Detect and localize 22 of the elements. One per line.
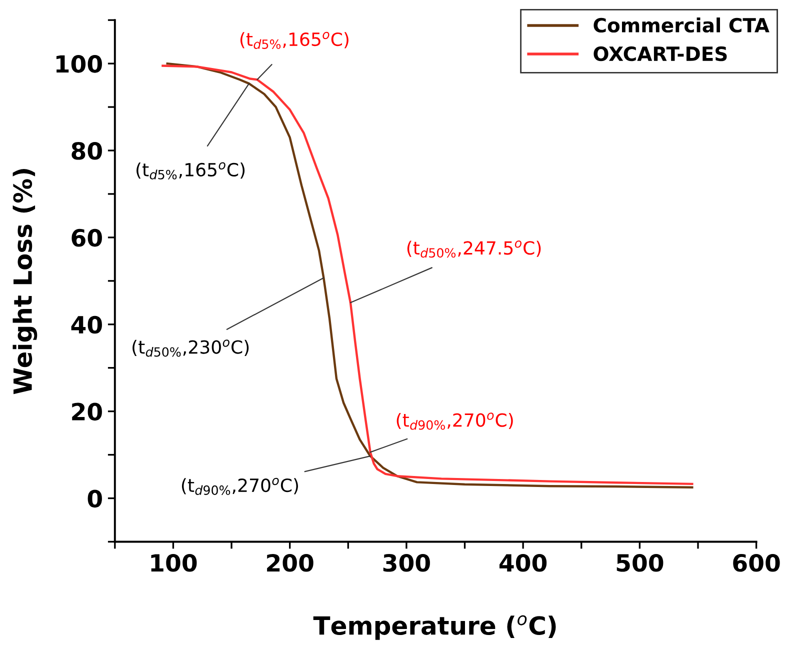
x-tick-label: 400 [499,554,547,572]
legend-label: OXCART-DES [594,46,727,62]
y-tick-label: 20 [72,402,102,421]
x-tick-label: 100 [151,554,197,572]
x-axis-title: Temperature ($^{o}$C) [313,615,556,640]
y-tick-label: 60 [72,228,102,247]
y-axis-title: Weight Loss (%) [12,169,38,394]
y-tick-label: 40 [71,316,102,334]
annotation: (t$_{d90%}$,270$^{o}$C) [396,412,513,430]
y-tick-label: 100 [56,55,102,73]
y-tick-label: 0 [88,490,102,508]
annotation: (t$_{d90%}$,270$^{o}$C) [182,478,298,495]
x-tick-label: 600 [733,554,780,572]
y-tick-label: 80 [72,142,102,160]
x-tick-label: 200 [267,554,314,572]
legend-label: Commercial CTA [594,18,770,33]
annotation: (t$_{d5%}$,165$^{o}$C) [240,32,348,49]
annotation: (t$_{d50%}$,230$^{o}$C) [132,340,249,357]
annotation: (t$_{d5%}$,165$^{o}$C) [136,162,245,180]
x-tick-label: 500 [616,554,664,572]
annotation: (t$_{d50%}$,247.5$^{o}$C) [407,240,541,258]
x-tick-label: 300 [383,554,430,572]
